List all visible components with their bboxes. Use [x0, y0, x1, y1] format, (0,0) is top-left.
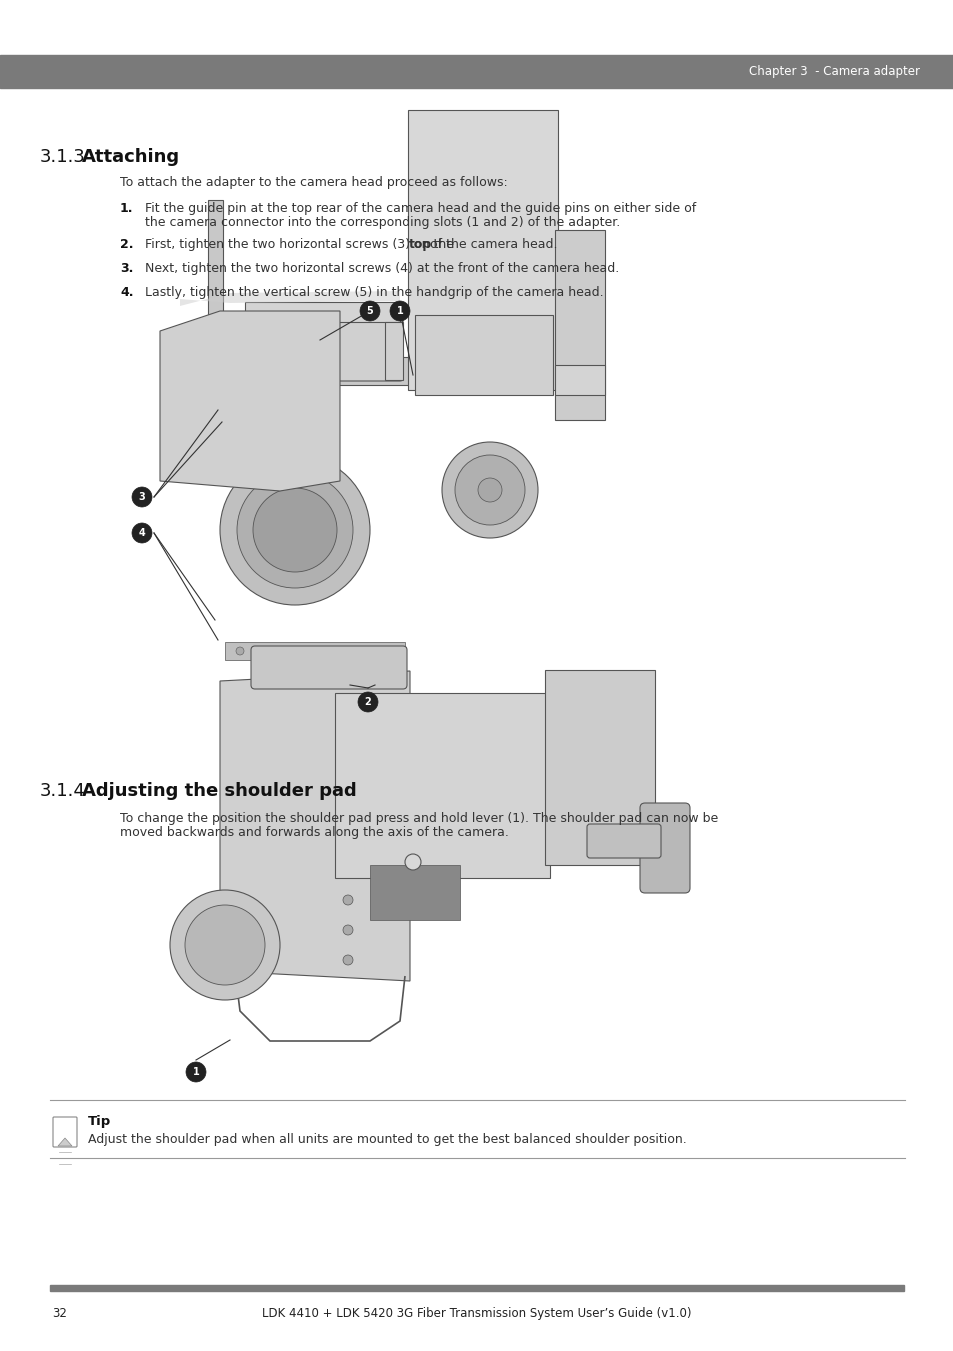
Circle shape — [455, 455, 524, 526]
Text: top: top — [409, 238, 432, 251]
Text: Attaching: Attaching — [82, 149, 180, 166]
Bar — [245, 303, 399, 322]
FancyBboxPatch shape — [408, 109, 558, 390]
Circle shape — [253, 488, 336, 571]
Bar — [245, 322, 263, 380]
Text: Chapter 3  - Camera adapter: Chapter 3 - Camera adapter — [748, 65, 919, 78]
Circle shape — [343, 894, 353, 905]
Text: 2.: 2. — [120, 238, 133, 251]
FancyBboxPatch shape — [586, 824, 660, 858]
FancyBboxPatch shape — [555, 365, 604, 394]
Bar — [225, 642, 405, 661]
Bar — [50, 1285, 903, 1292]
Bar — [208, 200, 223, 420]
Text: First, tighten the two horizontal screws (3) on the: First, tighten the two horizontal screws… — [145, 238, 457, 251]
Text: 32: 32 — [52, 1306, 67, 1320]
Text: Next, tighten the two horizontal screws (4) at the front of the camera head.: Next, tighten the two horizontal screws … — [145, 262, 618, 276]
Text: 1: 1 — [396, 305, 403, 316]
Circle shape — [390, 301, 410, 322]
Polygon shape — [180, 290, 399, 305]
Circle shape — [343, 925, 353, 935]
Text: Fit the guide pin at the top rear of the camera head and the guide pins on eithe: Fit the guide pin at the top rear of the… — [145, 203, 696, 215]
Bar — [0, 55, 953, 88]
FancyBboxPatch shape — [251, 646, 407, 689]
Bar — [370, 865, 459, 920]
Text: Adjusting the shoulder pad: Adjusting the shoulder pad — [82, 782, 356, 800]
Circle shape — [236, 471, 353, 588]
Circle shape — [314, 335, 325, 345]
Text: 1.: 1. — [120, 203, 133, 215]
FancyBboxPatch shape — [239, 315, 402, 381]
Text: To attach the adapter to the camera head proceed as follows:: To attach the adapter to the camera head… — [120, 176, 507, 189]
Text: 4.: 4. — [120, 286, 133, 299]
Text: Adjust the shoulder pad when all units are mounted to get the best balanced shou: Adjust the shoulder pad when all units a… — [88, 1133, 686, 1146]
Text: 4: 4 — [138, 528, 145, 538]
Circle shape — [405, 854, 420, 870]
Polygon shape — [160, 311, 339, 490]
Polygon shape — [220, 671, 410, 981]
Circle shape — [235, 647, 244, 655]
Text: of the camera head.: of the camera head. — [425, 238, 557, 251]
Circle shape — [185, 905, 265, 985]
Circle shape — [253, 647, 262, 655]
Circle shape — [477, 478, 501, 503]
Text: 3: 3 — [138, 492, 145, 503]
Circle shape — [132, 486, 152, 507]
FancyBboxPatch shape — [639, 802, 689, 893]
Text: the camera connector into the corresponding slots (1 and 2) of the adapter.: the camera connector into the correspond… — [145, 216, 619, 230]
Bar — [220, 357, 410, 385]
Text: 3.1.4: 3.1.4 — [40, 782, 86, 800]
Circle shape — [441, 442, 537, 538]
Text: Tip: Tip — [88, 1115, 112, 1128]
Circle shape — [186, 1062, 206, 1082]
FancyBboxPatch shape — [415, 315, 553, 394]
Bar — [335, 693, 550, 878]
FancyBboxPatch shape — [555, 230, 604, 420]
Polygon shape — [58, 1138, 71, 1146]
FancyBboxPatch shape — [53, 1117, 77, 1147]
Circle shape — [132, 523, 152, 543]
Text: 5: 5 — [366, 305, 373, 316]
Text: Lastly, tighten the vertical screw (5) in the handgrip of the camera head.: Lastly, tighten the vertical screw (5) i… — [145, 286, 603, 299]
Bar — [385, 322, 402, 380]
Bar — [544, 670, 655, 865]
Circle shape — [170, 890, 280, 1000]
Text: To change the position the shoulder pad press and hold lever (1). The shoulder p: To change the position the shoulder pad … — [120, 812, 718, 825]
Text: 3.1.3: 3.1.3 — [40, 149, 86, 166]
Circle shape — [290, 647, 297, 655]
Circle shape — [220, 455, 370, 605]
Text: LDK 4410 + LDK 5420 3G Fiber Transmission System User’s Guide (v1.0): LDK 4410 + LDK 5420 3G Fiber Transmissio… — [262, 1306, 691, 1320]
Text: 3.: 3. — [120, 262, 133, 276]
Text: 1: 1 — [193, 1067, 199, 1077]
Text: 2: 2 — [364, 697, 371, 707]
Circle shape — [359, 301, 379, 322]
Circle shape — [357, 692, 377, 712]
Text: moved backwards and forwards along the axis of the camera.: moved backwards and forwards along the a… — [120, 825, 508, 839]
Circle shape — [272, 647, 280, 655]
Circle shape — [343, 955, 353, 965]
